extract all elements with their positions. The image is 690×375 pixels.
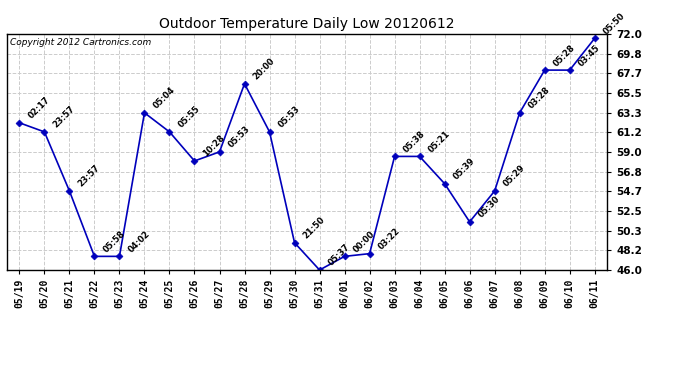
Text: 05:55: 05:55: [177, 105, 201, 130]
Text: 03:22: 03:22: [377, 226, 402, 252]
Text: 05:53: 05:53: [226, 124, 252, 150]
Text: 00:00: 00:00: [351, 229, 377, 254]
Text: 05:38: 05:38: [402, 129, 426, 154]
Text: 05:50: 05:50: [602, 11, 627, 36]
Text: 05:58: 05:58: [101, 229, 126, 254]
Text: 03:28: 03:28: [526, 86, 552, 111]
Text: 20:00: 20:00: [251, 57, 277, 81]
Text: Copyright 2012 Cartronics.com: Copyright 2012 Cartronics.com: [10, 39, 151, 48]
Text: 21:50: 21:50: [302, 215, 327, 241]
Title: Outdoor Temperature Daily Low 20120612: Outdoor Temperature Daily Low 20120612: [159, 17, 455, 31]
Text: 05:37: 05:37: [326, 243, 352, 268]
Text: 10:28: 10:28: [201, 134, 226, 159]
Text: 05:29: 05:29: [502, 164, 526, 189]
Text: 05:04: 05:04: [151, 86, 177, 111]
Text: 05:30: 05:30: [477, 195, 502, 220]
Text: 04:02: 04:02: [126, 229, 152, 254]
Text: 03:45: 03:45: [577, 43, 602, 68]
Text: 23:57: 23:57: [77, 164, 101, 189]
Text: 05:28: 05:28: [551, 43, 577, 68]
Text: 02:17: 02:17: [26, 96, 52, 121]
Text: 05:39: 05:39: [451, 156, 477, 182]
Text: 05:21: 05:21: [426, 129, 452, 154]
Text: 05:53: 05:53: [277, 105, 302, 130]
Text: 23:57: 23:57: [51, 105, 77, 130]
